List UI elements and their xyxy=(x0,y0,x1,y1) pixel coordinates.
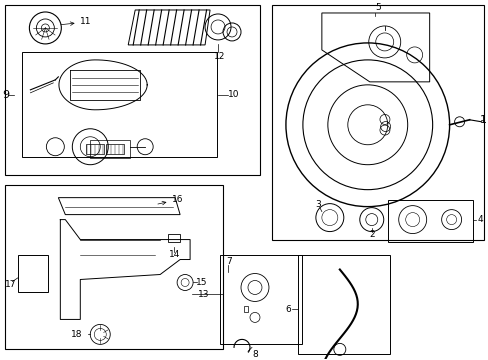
Text: 17: 17 xyxy=(5,280,17,289)
Bar xyxy=(271,5,483,239)
Bar xyxy=(19,255,48,292)
Bar xyxy=(297,255,389,354)
Text: 5: 5 xyxy=(374,4,380,13)
Text: 10: 10 xyxy=(227,90,239,99)
Text: 1: 1 xyxy=(479,115,486,125)
Text: 2: 2 xyxy=(368,230,374,239)
Bar xyxy=(86,144,104,154)
Bar xyxy=(5,185,223,349)
Text: 4: 4 xyxy=(477,215,482,224)
Text: 11: 11 xyxy=(61,18,92,27)
Bar xyxy=(90,140,130,158)
Text: 18: 18 xyxy=(71,330,82,339)
Bar xyxy=(387,200,471,242)
Text: 15: 15 xyxy=(196,278,207,287)
Text: 8: 8 xyxy=(252,350,257,359)
Bar xyxy=(244,306,247,312)
Text: 9: 9 xyxy=(2,90,10,100)
Bar xyxy=(220,255,301,345)
Text: 12: 12 xyxy=(214,53,225,62)
Bar xyxy=(168,234,180,242)
Text: 13: 13 xyxy=(198,290,209,299)
Text: 7: 7 xyxy=(225,257,231,266)
Text: 3: 3 xyxy=(314,200,320,209)
Text: 14: 14 xyxy=(169,250,181,259)
Text: 16: 16 xyxy=(158,195,183,205)
Bar xyxy=(5,5,260,175)
Text: 6: 6 xyxy=(285,305,290,314)
Bar xyxy=(22,52,217,157)
Bar xyxy=(106,144,124,154)
